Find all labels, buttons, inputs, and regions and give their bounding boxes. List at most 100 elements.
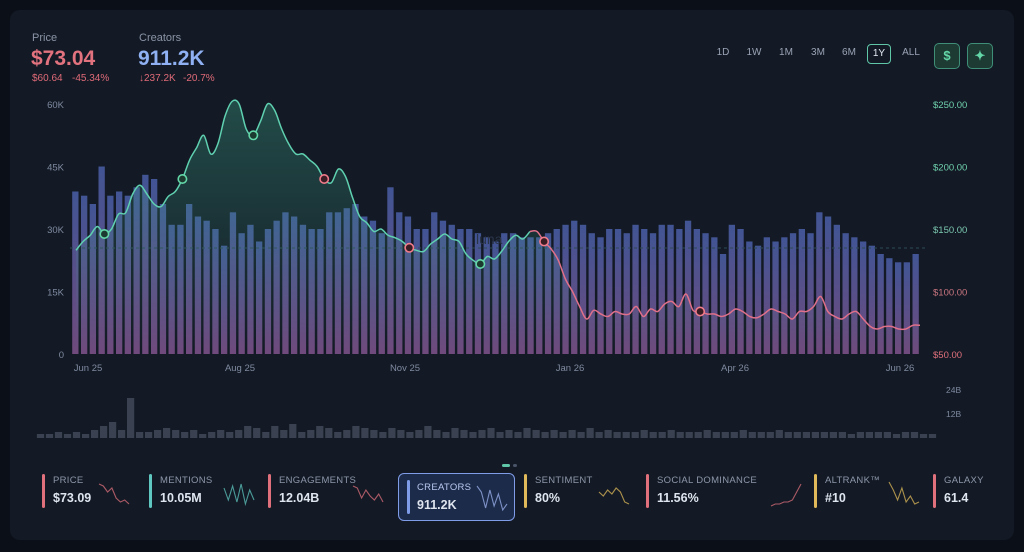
metric-card-creators[interactable]: CREATORS 911.2K <box>398 473 515 521</box>
creators-bar <box>737 229 744 354</box>
negative-signal-marker[interactable] <box>319 174 330 185</box>
metric-color-bar <box>149 474 152 508</box>
volume-bar <box>694 432 702 438</box>
volume-bar <box>136 432 144 438</box>
creators-bar <box>912 254 919 354</box>
creators-bar <box>877 254 884 354</box>
metric-color-bar <box>646 474 649 508</box>
volume-bar <box>244 426 252 438</box>
metric-sparkline <box>352 485 384 503</box>
creators-bar <box>868 245 875 354</box>
positive-signal-marker[interactable] <box>177 174 188 185</box>
metric-value: 80% <box>535 491 561 505</box>
volume-bar <box>559 432 567 438</box>
timeframe-1y[interactable]: 1Y <box>867 44 891 64</box>
timeframe-6m[interactable]: 6M <box>842 47 856 58</box>
volume-bar <box>595 432 603 438</box>
volume-bar <box>631 432 639 438</box>
volume-bar <box>82 434 90 438</box>
positive-signal-marker[interactable] <box>475 258 486 269</box>
y-right-tick-label: $50.00 <box>933 350 962 361</box>
currency-toggle-button[interactable]: $ <box>934 43 960 69</box>
volume-bar <box>181 432 189 438</box>
volume-bar <box>586 428 594 438</box>
volume-bar <box>253 428 261 438</box>
volume-bar <box>109 422 117 438</box>
volume-axis: 12B 24B <box>946 385 961 419</box>
price-line-down-segment <box>529 230 921 331</box>
watermark-text: luna <box>476 231 503 247</box>
sparkline-path <box>598 487 630 505</box>
volume-bar <box>730 432 738 438</box>
volume-bar <box>63 434 72 438</box>
metric-color-bar <box>814 474 817 508</box>
negative-signal-marker[interactable] <box>539 236 550 247</box>
carousel-dot-active[interactable] <box>502 464 510 467</box>
creators-change-abs: ↓237.2K <box>139 73 176 84</box>
metric-card-price[interactable]: PRICE $73.09 <box>42 472 134 514</box>
volume-bar <box>145 432 153 438</box>
creators-bar <box>816 212 823 354</box>
negative-signal-marker[interactable] <box>695 306 706 317</box>
timeframe-3m[interactable]: 3M <box>811 47 825 58</box>
metric-color-bar <box>407 480 410 514</box>
volume-bar <box>793 432 801 438</box>
volume-bar <box>658 432 666 438</box>
carousel-dots[interactable] <box>502 464 522 470</box>
metric-card-galaxy[interactable]: GALAXY 61.4 <box>933 472 1013 514</box>
volume-bar <box>739 430 747 438</box>
metric-card-altrank[interactable]: ALTRANK™ #10 <box>814 472 924 514</box>
volume-bar <box>388 428 396 438</box>
metric-card-mentions[interactable]: MENTIONS 10.05M <box>149 472 259 514</box>
volume-bar <box>361 428 369 438</box>
volume-bar <box>217 430 225 438</box>
volume-bar <box>415 430 423 438</box>
creators-bar <box>746 241 753 354</box>
positive-signal-marker[interactable] <box>248 130 259 141</box>
volume-bar <box>370 430 378 438</box>
y-left-tick-label: 15K <box>47 288 65 299</box>
metric-card-social-dominance[interactable]: SOCIAL DOMINANCE 11.56% <box>646 472 806 514</box>
volume-bar <box>307 430 315 438</box>
volume-bar <box>289 424 297 438</box>
negative-signal-marker[interactable] <box>404 242 415 253</box>
x-axis: Jun 25 Aug 25 Nov 25 Jan 26 Apr 26 Jun 26 <box>74 363 915 374</box>
metric-label: ENGAGEMENTS <box>279 475 357 486</box>
volume-bar <box>802 432 810 438</box>
metric-value: 10.05M <box>160 491 202 505</box>
volume-bar <box>910 432 919 438</box>
creators-bar <box>754 245 762 354</box>
volume-bar <box>613 432 621 438</box>
metric-card-sentiment[interactable]: SENTIMENT 80% <box>524 472 634 514</box>
ai-sparkle-button[interactable]: ✦ <box>967 43 993 69</box>
metric-value: 11.56% <box>657 491 699 505</box>
metric-sparkline <box>598 487 630 505</box>
carousel-dot[interactable] <box>513 464 517 467</box>
creators-bar <box>658 224 665 354</box>
volume-bar <box>829 432 837 438</box>
volume-bar <box>208 432 216 438</box>
price-markers <box>99 130 706 317</box>
creators-bar <box>623 233 630 354</box>
volume-bar <box>604 430 612 438</box>
volume-bar <box>54 432 63 438</box>
price-label: Price <box>32 32 58 44</box>
volume-bar <box>721 432 729 438</box>
metric-color-bar <box>933 474 936 508</box>
volume-bar <box>190 430 198 438</box>
sparkline-path <box>770 483 802 507</box>
volume-bar <box>748 432 756 438</box>
metric-card-engagements[interactable]: ENGAGEMENTS 12.04B <box>268 472 388 514</box>
timeframe-1d[interactable]: 1D <box>716 47 730 58</box>
creators-label: Creators <box>139 32 182 44</box>
timeframe-1w[interactable]: 1W <box>746 47 762 58</box>
volume-bar <box>523 428 531 438</box>
volume-tick-label: 12B <box>946 409 961 419</box>
volume-bar <box>874 432 882 438</box>
y-right-tick-label: $200.00 <box>933 163 967 174</box>
timeframe-1m[interactable]: 1M <box>779 47 793 58</box>
timeframe-all[interactable]: ALL <box>902 47 920 58</box>
creators-bar <box>649 233 657 354</box>
positive-signal-marker[interactable] <box>99 229 110 240</box>
